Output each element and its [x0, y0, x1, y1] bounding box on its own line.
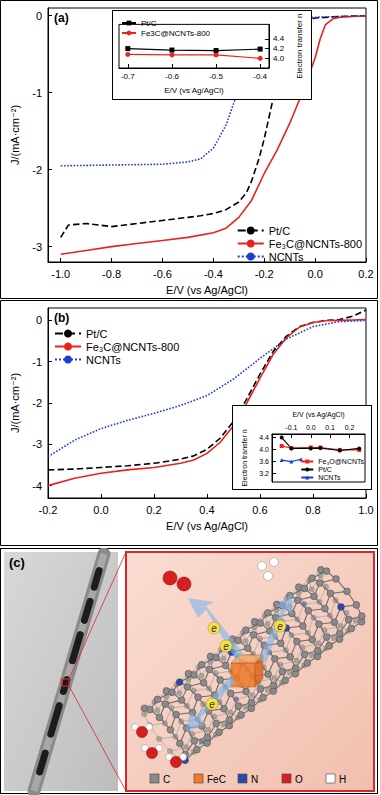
svg-text:e: e: [209, 699, 215, 710]
svg-text:N: N: [251, 774, 258, 785]
svg-text:0.2: 0.2: [345, 424, 355, 431]
svg-text:Pt/C: Pt/C: [141, 19, 157, 28]
svg-text:-0.6: -0.6: [165, 72, 179, 81]
svg-text:4.4: 4.4: [273, 34, 285, 43]
svg-text:e: e: [211, 623, 217, 634]
svg-text:-2: -2: [32, 164, 42, 176]
svg-text:0.0: 0.0: [93, 504, 108, 516]
svg-text:-0.2: -0.2: [39, 504, 58, 516]
svg-text:1.0: 1.0: [358, 504, 373, 516]
svg-text:J/(mA·cm⁻²): J/(mA·cm⁻²): [9, 373, 21, 433]
svg-text:-3: -3: [32, 241, 42, 253]
svg-text:-2: -2: [32, 397, 42, 409]
svg-text:O: O: [295, 774, 303, 785]
svg-text:-0.4: -0.4: [204, 268, 223, 280]
svg-text:-0.7: -0.7: [121, 72, 135, 81]
svg-text:Pt/C: Pt/C: [86, 328, 107, 340]
svg-text:0.2: 0.2: [146, 504, 161, 516]
svg-text:Pt/C: Pt/C: [318, 466, 332, 473]
svg-text:-1.0: -1.0: [51, 268, 70, 280]
svg-text:0.8: 0.8: [305, 504, 320, 516]
svg-text:4.2: 4.2: [273, 44, 285, 53]
svg-text:-0.1: -0.1: [285, 424, 297, 431]
svg-text:0.0: 0.0: [307, 268, 322, 280]
svg-text:NCNTs: NCNTs: [318, 474, 341, 481]
svg-text:4.0: 4.0: [273, 54, 285, 63]
svg-text:4.4: 4.4: [259, 434, 269, 441]
svg-text:Fe3C@NCNTs-800: Fe3C@NCNTs-800: [141, 29, 211, 38]
svg-text:0.2: 0.2: [358, 268, 373, 280]
svg-text:Fe₃C@NCNTs-800: Fe₃C@NCNTs-800: [269, 238, 362, 250]
svg-text:Fe₃C@NCNTs-800: Fe₃C@NCNTs-800: [86, 341, 179, 353]
svg-text:-3: -3: [32, 438, 42, 450]
svg-text:Pt/C: Pt/C: [269, 225, 290, 237]
svg-text:E/V (vs Ag/AgCl): E/V (vs Ag/AgCl): [166, 284, 248, 296]
svg-text:-0.5: -0.5: [209, 72, 223, 81]
svg-text:Electron transfer n: Electron transfer n: [241, 429, 248, 486]
svg-text:e: e: [223, 641, 229, 652]
svg-text:0: 0: [36, 314, 42, 326]
svg-text:E/V (vs Ag/AgCl): E/V (vs Ag/AgCl): [164, 86, 224, 95]
svg-text:NCNTs: NCNTs: [86, 354, 121, 366]
svg-text:0.0: 0.0: [306, 424, 316, 431]
svg-text:Electron transfer n: Electron transfer n: [295, 13, 304, 78]
svg-text:J/(mA·cm⁻²): J/(mA·cm⁻²): [9, 105, 21, 165]
svg-text:4.0: 4.0: [259, 446, 269, 453]
svg-text:0.4: 0.4: [199, 504, 214, 516]
svg-text:-0.6: -0.6: [153, 268, 172, 280]
svg-text:(c): (c): [9, 555, 25, 570]
svg-text:0.6: 0.6: [252, 504, 267, 516]
svg-text:0.1: 0.1: [325, 424, 335, 431]
svg-text:E/V (vs Ag/AgCl): E/V (vs Ag/AgCl): [292, 411, 344, 419]
svg-text:-0.4: -0.4: [253, 72, 267, 81]
svg-text:0: 0: [36, 10, 42, 22]
svg-text:FeC: FeC: [207, 774, 226, 785]
svg-text:e: e: [277, 621, 283, 632]
svg-text:-1: -1: [32, 356, 42, 368]
svg-text:3.2: 3.2: [259, 470, 269, 477]
svg-text:NCNTs: NCNTs: [269, 251, 304, 263]
svg-text:-0.8: -0.8: [102, 268, 121, 280]
svg-text:(b): (b): [54, 311, 69, 325]
svg-text:E/V (vs Ag/AgCl): E/V (vs Ag/AgCl): [166, 520, 248, 532]
svg-text:3.6: 3.6: [259, 458, 269, 465]
svg-text:-0.2: -0.2: [255, 268, 274, 280]
svg-text:Fe₃O@NCNTs: Fe₃O@NCNTs: [318, 458, 364, 465]
svg-text:(a): (a): [54, 11, 69, 25]
svg-text:C: C: [163, 774, 170, 785]
svg-text:-4: -4: [32, 480, 42, 492]
svg-text:-1: -1: [32, 87, 42, 99]
svg-text:H: H: [339, 774, 346, 785]
